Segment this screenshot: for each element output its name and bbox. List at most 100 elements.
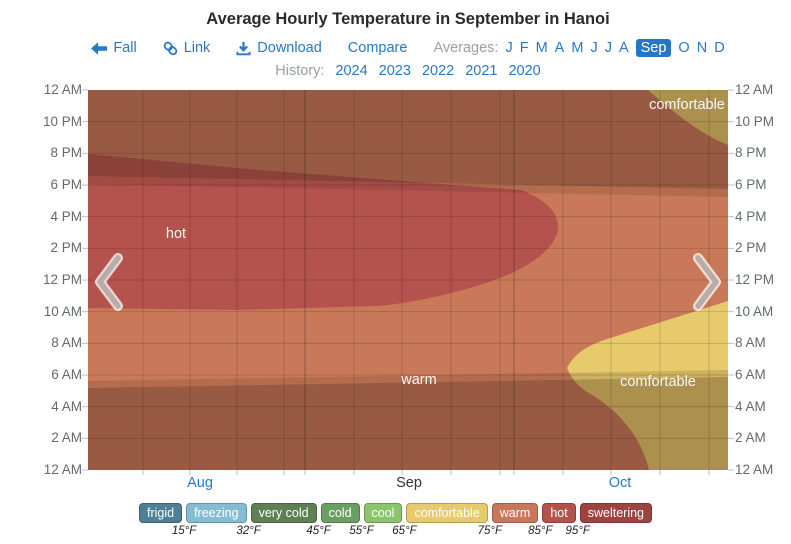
back-label: Fall: [113, 40, 137, 56]
compare-button[interactable]: Compare: [348, 40, 408, 56]
y-axis-label-right: 10 AM: [735, 303, 774, 319]
y-axis-label-right: 2 AM: [735, 430, 766, 446]
legend-badge-warm: warm: [491, 503, 539, 523]
arrow-left-icon: [91, 41, 108, 55]
y-axis-label-left: 8 AM: [51, 335, 82, 351]
y-axis-label-right: 12 AM: [735, 462, 774, 477]
legend-item-cold: 45°F cold: [306, 503, 360, 537]
y-axis-label-left: 6 PM: [50, 177, 82, 192]
chart-overlay-twilight-morning: [88, 370, 728, 388]
averages-month-f[interactable]: F: [519, 40, 529, 56]
legend-item-very-cold: 32°F very cold: [236, 503, 317, 537]
history-label: History:: [275, 63, 325, 79]
chart-region-comfortable-morning-oct: [567, 301, 728, 470]
y-axis-label-right: 6 AM: [735, 367, 766, 382]
legend-item-frigid: frigid: [138, 503, 183, 523]
next-period-button[interactable]: [693, 253, 721, 311]
legend-item-cool: 55°F cool: [349, 503, 403, 537]
x-axis-label-oct[interactable]: Oct: [608, 475, 632, 491]
chart-overlay-night-morning: [88, 377, 728, 470]
month-gridlines: [304, 90, 515, 470]
legend-threshold: 75°F: [477, 525, 502, 537]
y-axis-label-left: 10 PM: [42, 113, 82, 129]
averages-month-sep[interactable]: Sep: [635, 39, 672, 57]
y-axis-label-right: 8 AM: [735, 335, 766, 351]
toolbar: Fall Link Download: [28, 39, 788, 57]
y-axis-label-left: 12 PM: [42, 272, 82, 287]
averages-month-o[interactable]: O: [678, 40, 690, 56]
prev-period-button[interactable]: [95, 253, 123, 311]
averages-months: J F M A M J J A Sep O N D: [505, 39, 725, 57]
legend-badge-sweltering: sweltering: [579, 503, 653, 523]
y-axis-label-left: 12 AM: [43, 82, 82, 97]
legend-threshold: 65°F: [392, 525, 417, 537]
chevron-right-icon: [695, 255, 719, 309]
download-icon: [236, 41, 251, 56]
averages-month-picker: Averages: J F M A M J J A Sep O N D: [433, 39, 725, 57]
history-year-2020[interactable]: 2020: [508, 63, 541, 79]
compare-label: Compare: [347, 40, 408, 56]
legend-badge-cool: cool: [363, 503, 403, 523]
chevron-left-icon: [97, 255, 121, 309]
back-to-fall-link[interactable]: Fall: [91, 40, 137, 56]
averages-label: Averages:: [433, 40, 499, 56]
averages-month-d[interactable]: D: [714, 40, 725, 56]
chart-region-comfortable-evening-oct: [648, 90, 728, 145]
legend-badge-hot: hot: [542, 503, 576, 523]
y-axis-label-left: 4 AM: [51, 398, 82, 414]
y-axis-label-left: 8 PM: [50, 145, 82, 161]
download-button[interactable]: Download: [236, 40, 322, 56]
page-title: Average Hourly Temperature in September …: [206, 10, 610, 28]
chart-overlay-night-evening: [88, 90, 728, 189]
chart-layers: hot warm comfortable comfortable: [82, 89, 734, 475]
y-axis-label-right: 4 PM: [735, 208, 767, 224]
history-year-2021[interactable]: 2021: [465, 63, 498, 79]
link-button[interactable]: Link: [163, 40, 210, 56]
legend-badge-very-cold: very cold: [250, 503, 317, 523]
legend-item-comfortable: 65°F comfortable: [392, 503, 488, 537]
legend-threshold: 15°F: [171, 525, 197, 537]
y-axis-label-right: 4 AM: [735, 398, 766, 414]
y-axis-label-right: 12 AM: [735, 82, 774, 97]
y-axis-label-right: 6 PM: [735, 177, 767, 192]
legend-threshold: 55°F: [349, 525, 374, 537]
chain-link-icon: [163, 41, 178, 56]
chart-region-label-comfortable: comfortable: [620, 374, 696, 390]
averages-month-n[interactable]: N: [696, 40, 708, 56]
chart-region-label-warm: warm: [400, 372, 436, 388]
y-axis-label-left: 10 AM: [43, 303, 82, 319]
y-axis-label-left: 4 PM: [50, 208, 82, 224]
y-axis-label-left: 6 AM: [51, 367, 82, 382]
legend-badge-cold: cold: [320, 503, 360, 523]
averages-month-j[interactable]: J: [505, 40, 513, 56]
averages-month-j[interactable]: J: [604, 40, 612, 56]
chart-region-label-hot: hot: [166, 226, 186, 242]
legend-item-warm: 75°F warm: [478, 503, 539, 537]
history-year-2024[interactable]: 2024: [335, 63, 368, 79]
chart-region-hot-midday: [88, 154, 558, 310]
averages-month-a[interactable]: A: [618, 40, 629, 56]
history-year-picker: History: 2024 2023 2022 2021 2020: [28, 63, 788, 79]
averages-month-m[interactable]: M: [535, 40, 548, 56]
legend-threshold: 95°F: [565, 525, 590, 537]
averages-month-j[interactable]: J: [590, 40, 598, 56]
averages-month-a[interactable]: A: [554, 40, 565, 56]
history-year-2022[interactable]: 2022: [421, 63, 455, 79]
legend-threshold: 32°F: [236, 525, 261, 537]
legend-badge-freezing: freezing: [186, 503, 247, 523]
x-axis-label-aug[interactable]: Aug: [187, 475, 213, 491]
temperature-chart[interactable]: hot warm comfortable comfortable: [82, 89, 734, 475]
history-year-2023[interactable]: 2023: [378, 63, 411, 79]
gridlines: [88, 90, 728, 470]
legend-item-sweltering: 95°F sweltering: [566, 503, 653, 537]
legend-item-hot: 85°F hot: [528, 503, 576, 537]
temperature-band-legend: frigid 15°F freezing 32°F very cold 45°F cold 5…: [0, 503, 791, 537]
y-axis-label-left: 2 AM: [51, 430, 82, 446]
x-axis-label-sep: Sep: [396, 475, 422, 491]
y-axis-label-left: 12 AM: [43, 462, 82, 477]
y-axis-label-right: 8 PM: [735, 145, 767, 161]
y-axis-label-left: 2 PM: [50, 240, 82, 256]
averages-month-m[interactable]: M: [571, 40, 584, 56]
axis-ticks: [82, 89, 734, 475]
